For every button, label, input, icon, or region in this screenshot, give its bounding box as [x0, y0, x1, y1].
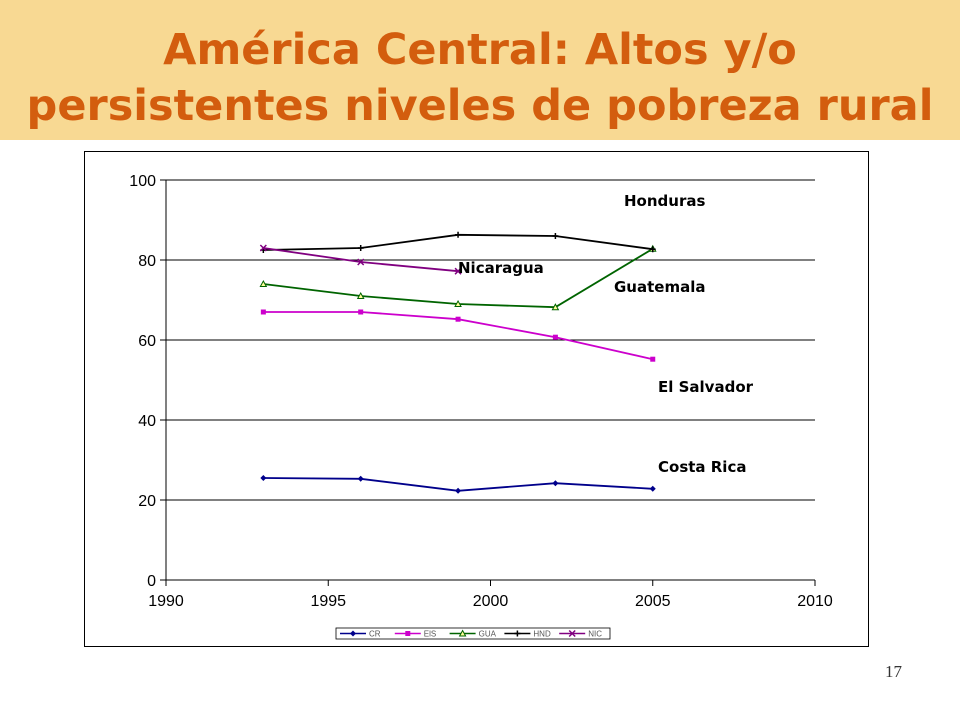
- data-point-nic-1996: [357, 258, 365, 266]
- legend-marker-els: [405, 631, 411, 636]
- data-point-nic-1993: [259, 244, 267, 252]
- data-point-cr-1996: [357, 475, 364, 482]
- x-tick-label-2010: 2010: [797, 593, 833, 610]
- title-band: [0, 0, 960, 140]
- legend-label-hnd: HND: [533, 630, 551, 639]
- data-point-els-1993: [260, 309, 266, 315]
- slide-title-line-1: América Central: Altos y/o: [163, 25, 797, 75]
- data-point-cr-2005: [649, 485, 656, 492]
- data-point-els-1996: [358, 309, 364, 315]
- data-point-els-2002: [552, 334, 558, 340]
- data-point-els-2005: [650, 356, 656, 362]
- chart-frame: [84, 151, 869, 647]
- data-point-nic-1999: [454, 267, 462, 275]
- y-tick-label-60: 60: [138, 333, 156, 350]
- annotation-el-salvador: El Salvador: [658, 378, 754, 396]
- x-tick-label-1990: 1990: [148, 593, 184, 610]
- legend-label-nic: NIC: [588, 630, 602, 639]
- annotation-honduras: Honduras: [624, 192, 705, 210]
- legend-label-gua: GUA: [479, 630, 497, 639]
- data-point-gua-1996: [356, 291, 365, 299]
- annotation-nicaragua: Nicaragua: [458, 259, 544, 277]
- data-point-gua-1993: [259, 279, 268, 287]
- legend-marker-nic: [568, 629, 576, 638]
- data-point-cr-2002: [552, 480, 559, 487]
- y-tick-label-40: 40: [138, 413, 156, 430]
- data-point-hnd-2005: [649, 246, 656, 253]
- poverty-line-chart: 0 20 40 60 80 100 1990 1995 2000 2005 2010 Costa Ri…: [129, 173, 833, 640]
- legend-label-els: ElS: [424, 630, 436, 639]
- y-tick-label-80: 80: [138, 253, 156, 270]
- legend-label-cr: CR: [369, 630, 381, 639]
- legend-marker-gua: [458, 629, 467, 637]
- data-point-gua-2002: [551, 303, 560, 311]
- data-point-hnd-1996: [357, 245, 364, 251]
- data-point-hnd-1999: [455, 231, 462, 238]
- y-tick-label-0: 0: [147, 573, 156, 590]
- legend-marker-cr: [350, 630, 356, 637]
- data-point-cr-1993: [260, 475, 267, 481]
- data-point-els-1999: [455, 316, 461, 322]
- data-point-hnd-2002: [552, 233, 559, 239]
- x-tick-label-2000: 2000: [473, 593, 509, 610]
- slide-number: 17: [885, 662, 902, 681]
- annotation-costa-rica: Costa Rica: [658, 458, 746, 476]
- data-point-gua-1999: [454, 299, 462, 307]
- x-tick-label-2005: 2005: [635, 593, 671, 610]
- series-line-gua: [263, 248, 654, 309]
- annotation-guatemala: Guatemala: [614, 278, 705, 296]
- y-tick-label-20: 20: [138, 493, 156, 510]
- x-tick-label-1995: 1995: [310, 593, 346, 610]
- data-point-cr-1999: [455, 487, 462, 494]
- slide-title-line-2: persistentes niveles de pobreza rural: [26, 81, 934, 131]
- y-tick-label-100: 100: [129, 173, 156, 190]
- legend-marker-hnd: [514, 630, 521, 637]
